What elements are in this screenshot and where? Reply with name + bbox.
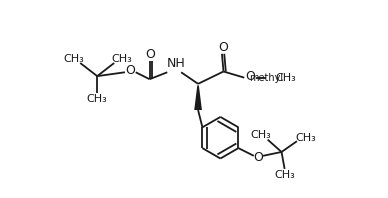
- Text: CH₃: CH₃: [295, 133, 316, 143]
- Text: CH₃: CH₃: [87, 94, 107, 104]
- Text: O: O: [246, 70, 255, 83]
- Text: O: O: [125, 64, 135, 77]
- Text: CH₃: CH₃: [276, 73, 296, 83]
- Text: O: O: [218, 41, 228, 54]
- Text: O: O: [146, 48, 155, 61]
- Text: CH₃: CH₃: [111, 54, 132, 64]
- Text: CH₃: CH₃: [250, 130, 271, 140]
- Text: methyl: methyl: [249, 73, 283, 83]
- Polygon shape: [194, 85, 202, 110]
- Text: O: O: [253, 151, 263, 164]
- Text: NH: NH: [166, 57, 185, 69]
- Text: CH₃: CH₃: [63, 54, 84, 64]
- Text: CH₃: CH₃: [274, 170, 295, 180]
